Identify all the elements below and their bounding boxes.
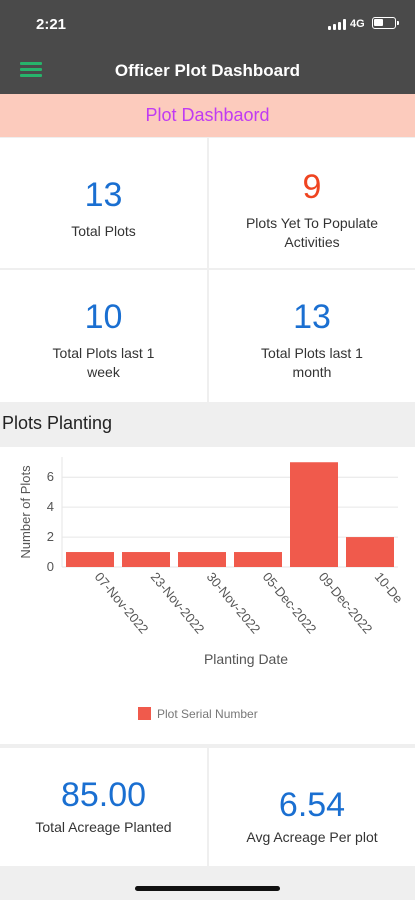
- last-week-value: 10: [84, 298, 123, 336]
- total-plots-value: 13: [84, 176, 123, 214]
- bar-23-Nov-2022: [122, 552, 170, 567]
- x-tick-label: 30-Nov-2022: [204, 569, 264, 636]
- hamburger-menu-icon[interactable]: [16, 58, 46, 80]
- last-month-value: 13: [293, 298, 331, 336]
- total-plots-card: 13 Total Plots: [0, 138, 207, 268]
- total-acreage-card: 85.00 Total Acreage Planted: [0, 748, 207, 866]
- x-tick-label: 05-Dec-2022: [260, 569, 320, 636]
- y-axis-label: Number of Plots: [18, 465, 33, 559]
- x-tick-label: 09-Dec-2022: [316, 569, 376, 636]
- legend-swatch: [138, 707, 151, 720]
- last-week-card: 10 Total Plots last 1 week: [0, 270, 207, 402]
- dashboard-banner: Plot Dashbaord: [0, 94, 415, 137]
- last-month-label: Total Plots last 1 month: [261, 345, 363, 380]
- x-tick-label: 10-De: [372, 569, 406, 606]
- plots-yet-value: 9: [302, 168, 322, 206]
- x-axis-label: Planting Date: [204, 651, 288, 667]
- battery-icon: [372, 17, 399, 29]
- status-time: 2:21: [36, 16, 67, 33]
- plots-planting-chart: 0 2 4 6 Number of Plots 07-Nov-2022 23-Nov-202…: [0, 447, 415, 744]
- bar-07-Nov-2022: [66, 552, 114, 567]
- section-title: Plots Planting: [2, 413, 113, 433]
- total-acreage-label: Total Acreage Planted: [35, 819, 172, 835]
- y-tick-label: 2: [47, 529, 54, 544]
- last-month-card: 13 Total Plots last 1 month: [209, 270, 415, 402]
- bar-10-De: [346, 537, 394, 567]
- y-tick-label: 6: [47, 469, 54, 484]
- network-type: 4G: [350, 18, 365, 30]
- bar-05-Dec-2022: [234, 552, 282, 567]
- avg-acreage-value: 6.54: [278, 786, 346, 824]
- last-week-label: Total Plots last 1 week: [52, 345, 155, 380]
- x-tick-label: 23-Nov-2022: [148, 569, 208, 636]
- signal-icon: [328, 19, 348, 30]
- x-tick-label: 07-Nov-2022: [92, 569, 152, 636]
- avg-acreage-card: 6.54 Avg Acreage Per plot: [209, 748, 415, 866]
- plots-yet-label: Plots Yet To Populate Activities: [245, 215, 379, 250]
- status-bar: 2:21 4G: [0, 0, 415, 44]
- total-acreage-value: 85.00: [60, 776, 147, 814]
- total-plots-label: Total Plots: [71, 223, 136, 239]
- bar-30-Nov-2022: [178, 552, 226, 567]
- plots-yet-card: 9 Plots Yet To Populate Activities: [209, 138, 415, 268]
- avg-acreage-label: Avg Acreage Per plot: [246, 829, 378, 845]
- y-tick-label: 0: [47, 559, 54, 574]
- legend-label: Plot Serial Number: [157, 707, 258, 721]
- bar-chart: 0 2 4 6 Number of Plots 07-Nov-202223-Nov-202…: [18, 457, 406, 721]
- y-tick-label: 4: [47, 499, 54, 514]
- bar-09-Dec-2022: [290, 462, 338, 567]
- home-indicator: [135, 886, 280, 891]
- page-title: Officer Plot Dashboard: [114, 61, 301, 80]
- app-bar: Officer Plot Dashboard: [0, 44, 415, 94]
